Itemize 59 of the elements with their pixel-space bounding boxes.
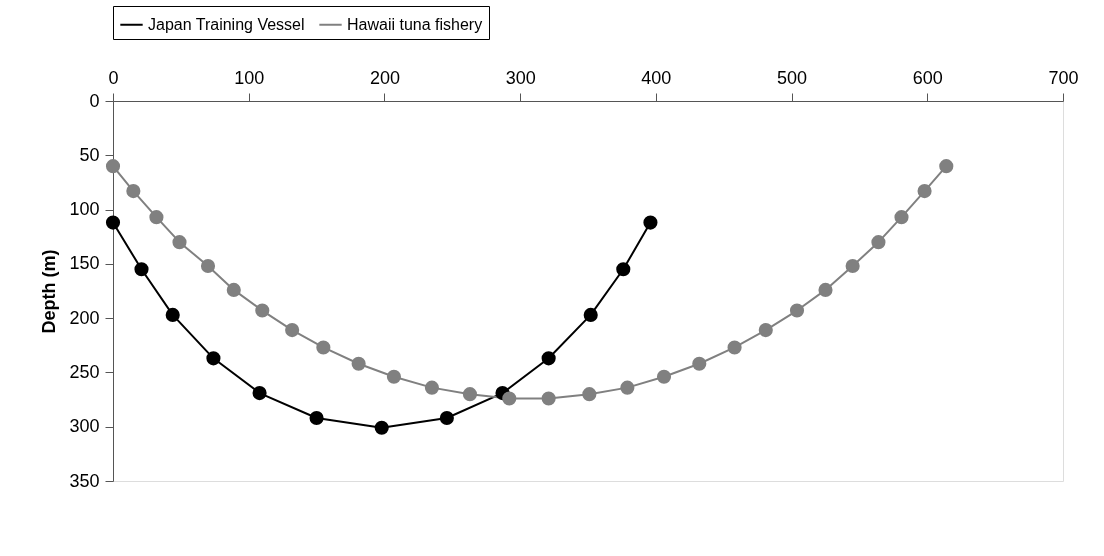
point <box>917 184 932 199</box>
point <box>255 303 270 318</box>
point <box>424 380 439 395</box>
point <box>818 282 833 297</box>
legend-label: Japan Training Vessel <box>148 15 305 33</box>
y-tick-label: 150 <box>69 253 100 274</box>
point <box>643 215 658 230</box>
point <box>200 258 216 274</box>
point <box>462 387 477 402</box>
y-tick-label: 100 <box>69 199 100 220</box>
point <box>134 262 149 277</box>
x-tick-label: 700 <box>1048 67 1079 88</box>
point <box>165 307 180 322</box>
point <box>727 340 742 355</box>
point <box>105 215 121 230</box>
point <box>172 235 187 250</box>
point <box>439 410 454 426</box>
point <box>252 386 267 401</box>
point <box>502 391 517 406</box>
x-tick-label: 200 <box>369 67 400 88</box>
point <box>620 380 635 395</box>
point <box>316 340 331 355</box>
point <box>541 391 556 406</box>
point <box>309 410 324 426</box>
y-tick-label: 0 <box>89 90 100 111</box>
point <box>105 159 121 174</box>
x-tick-label: 600 <box>912 67 943 88</box>
point <box>894 210 909 225</box>
point <box>789 303 805 318</box>
x-tick-label: 400 <box>641 67 672 88</box>
x-tick-label: 300 <box>505 67 536 88</box>
point <box>285 323 300 338</box>
point <box>149 210 164 225</box>
point <box>374 420 389 435</box>
point <box>226 282 241 297</box>
y-axis-title: Depth (m) <box>39 249 60 334</box>
point <box>126 184 141 199</box>
point <box>871 235 886 250</box>
point <box>583 307 598 322</box>
point <box>351 356 366 371</box>
y-tick-label: 350 <box>69 470 100 491</box>
point <box>582 387 597 402</box>
point <box>656 369 672 384</box>
point <box>616 262 631 277</box>
point <box>939 159 954 174</box>
point <box>692 356 707 371</box>
x-tick-label: 0 <box>108 67 119 88</box>
y-tick-label: 200 <box>69 307 100 328</box>
y-tick-label: 300 <box>69 416 100 437</box>
point <box>206 351 221 366</box>
point <box>541 351 556 366</box>
y-tick-label: 50 <box>79 144 100 165</box>
point <box>845 258 860 274</box>
point <box>758 323 773 338</box>
legend-label: Hawaii tuna fishery <box>347 15 483 33</box>
y-tick-label: 250 <box>69 361 100 382</box>
x-tick-label: 100 <box>234 67 265 88</box>
x-tick-label: 500 <box>777 67 808 88</box>
point <box>386 369 401 384</box>
